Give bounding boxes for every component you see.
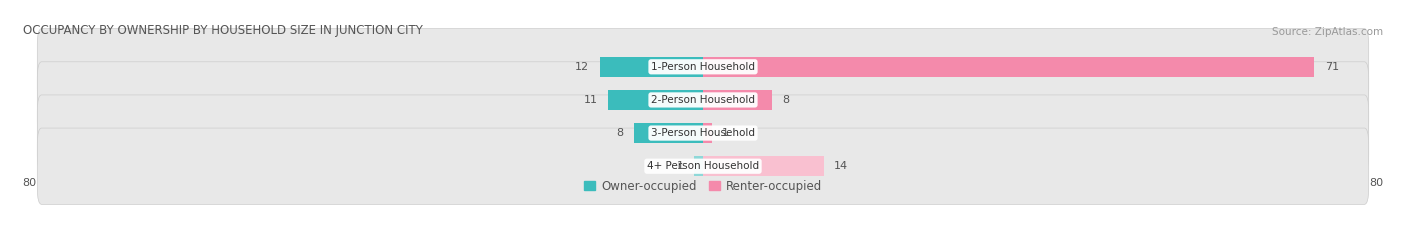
Text: 8: 8 (617, 128, 624, 138)
Bar (634, 123, 703, 143)
Text: 80: 80 (1369, 178, 1384, 188)
Bar (609, 90, 703, 110)
Text: 3-Person Household: 3-Person Household (651, 128, 755, 138)
Bar (599, 57, 703, 77)
Text: 80: 80 (22, 178, 37, 188)
Text: Source: ZipAtlas.com: Source: ZipAtlas.com (1272, 27, 1384, 37)
FancyBboxPatch shape (38, 29, 1368, 105)
FancyBboxPatch shape (38, 62, 1368, 138)
Text: 12: 12 (575, 62, 589, 72)
Bar (703, 57, 1315, 77)
Text: 1-Person Household: 1-Person Household (651, 62, 755, 72)
Bar (703, 156, 824, 176)
Text: 4+ Person Household: 4+ Person Household (647, 161, 759, 171)
Text: 8: 8 (782, 95, 789, 105)
Text: 1: 1 (678, 161, 685, 171)
Text: 11: 11 (583, 95, 598, 105)
FancyBboxPatch shape (38, 128, 1368, 204)
Bar (695, 156, 703, 176)
Text: 2-Person Household: 2-Person Household (651, 95, 755, 105)
FancyBboxPatch shape (38, 95, 1368, 171)
Text: 1: 1 (721, 128, 728, 138)
Text: 14: 14 (834, 161, 848, 171)
Legend: Owner-occupied, Renter-occupied: Owner-occupied, Renter-occupied (583, 180, 823, 193)
Bar (703, 123, 711, 143)
Bar (703, 90, 772, 110)
Text: 71: 71 (1324, 62, 1339, 72)
Text: OCCUPANCY BY OWNERSHIP BY HOUSEHOLD SIZE IN JUNCTION CITY: OCCUPANCY BY OWNERSHIP BY HOUSEHOLD SIZE… (22, 24, 423, 37)
